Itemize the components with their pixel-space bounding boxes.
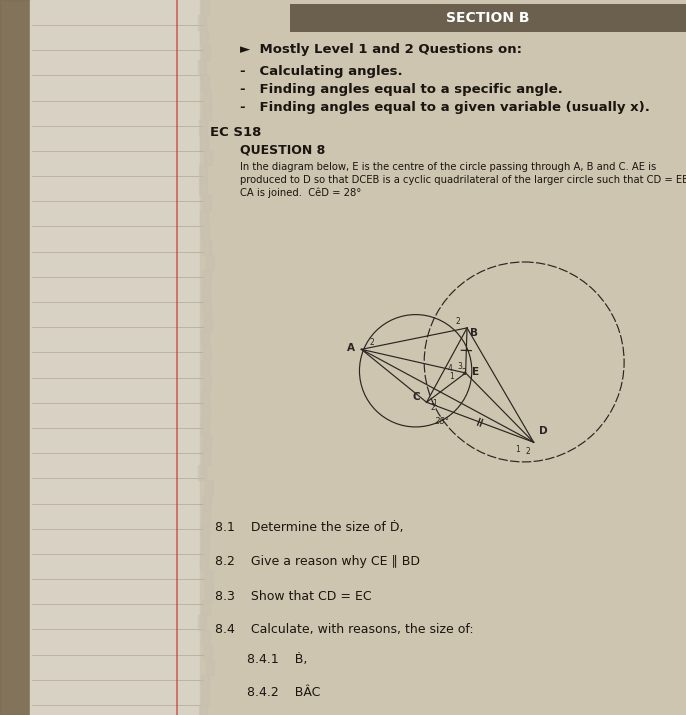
Text: 2: 2 (525, 448, 530, 456)
Text: -   Calculating angles.: - Calculating angles. (240, 66, 403, 79)
Text: 2: 2 (369, 338, 374, 347)
Text: -   Finding angles equal to a given variable (usually x).: - Finding angles equal to a given variab… (240, 102, 650, 114)
Text: QUESTION 8: QUESTION 8 (240, 144, 325, 157)
Text: SECTION B: SECTION B (447, 11, 530, 25)
Text: 8.3    Show that CD = EC: 8.3 Show that CD = EC (215, 589, 372, 603)
Bar (290, 4, 686, 32)
Text: 28°: 28° (434, 418, 449, 426)
Text: EC S18: EC S18 (210, 126, 261, 139)
Text: 1: 1 (449, 372, 454, 381)
Text: 8.2    Give a reason why CE ∥ BD: 8.2 Give a reason why CE ∥ BD (215, 556, 420, 568)
Text: E: E (471, 367, 479, 377)
Text: 1: 1 (433, 399, 438, 408)
Text: B: B (470, 328, 478, 338)
Text: -   Finding angles equal to a specific angle.: - Finding angles equal to a specific ang… (240, 84, 563, 97)
Text: In the diagram below, E is the centre of the circle passing through A, B and C. : In the diagram below, E is the centre of… (240, 162, 657, 172)
Text: 4: 4 (447, 364, 453, 373)
Text: C: C (412, 393, 421, 403)
Text: 8.1    Determine the size of Ḋ,: 8.1 Determine the size of Ḋ, (215, 521, 403, 535)
Text: 8.4.2    BÂC: 8.4.2 BÂC (215, 686, 320, 699)
Text: ►  Mostly Level 1 and 2 Questions on:: ► Mostly Level 1 and 2 Questions on: (240, 44, 522, 56)
Text: 2: 2 (431, 403, 436, 413)
Text: 8.4.1    Ḃ,: 8.4.1 Ḃ, (215, 654, 307, 666)
Text: 2: 2 (462, 368, 466, 377)
Text: A: A (347, 343, 355, 353)
Text: produced to D so that DCEB is a cyclic quadrilateral of the larger circle such t: produced to D so that DCEB is a cyclic q… (240, 175, 686, 185)
Text: 8.4    Calculate, with reasons, the size of:: 8.4 Calculate, with reasons, the size of… (215, 623, 473, 636)
Text: 3: 3 (458, 362, 462, 371)
Text: CA is joined.  CêD = 28°: CA is joined. CêD = 28° (240, 188, 362, 198)
Text: D: D (539, 426, 547, 436)
Text: 2: 2 (455, 317, 460, 326)
Text: 1: 1 (516, 445, 521, 454)
